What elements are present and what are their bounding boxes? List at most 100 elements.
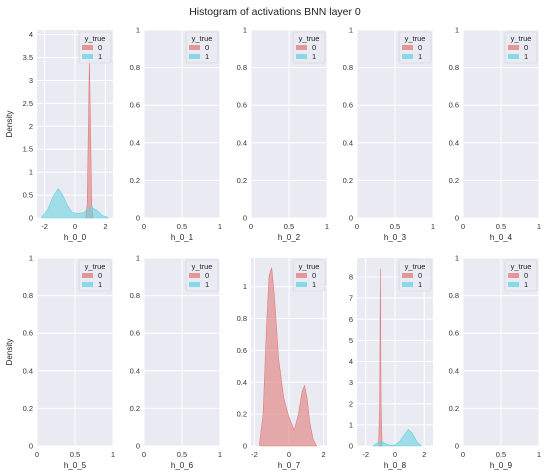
- y-tick-label: 0.2: [23, 404, 33, 413]
- y-tick-label: 4: [349, 357, 353, 366]
- subplot-h-0-0: -2 0 200.511.522.533.54 y_true01h_0_0Densit…: [5, 30, 113, 242]
- legend-entry-1: 1: [312, 280, 316, 289]
- y-tick-label: 0.8: [23, 291, 33, 300]
- density-series-0: [259, 267, 318, 447]
- y-tick-label: 0.4: [130, 138, 140, 147]
- y-tick-label: 2.5: [23, 99, 33, 108]
- x-tick-label: 1: [218, 450, 222, 459]
- legend-swatch-1: [82, 54, 93, 59]
- x-axis-label: h_0_8: [384, 461, 407, 470]
- x-tick-label: 0.5: [177, 450, 187, 459]
- figure-title: Histogram of activations BNN layer 0: [189, 6, 361, 18]
- y-axis-label: Density: [5, 111, 14, 138]
- x-tick-label: 1: [325, 222, 329, 231]
- y-tick-label: 0.6: [343, 101, 353, 110]
- legend-swatch-1: [189, 54, 200, 59]
- x-tick-label: 0: [355, 222, 359, 231]
- legend-entry-0: 0: [312, 43, 316, 52]
- y-tick-label: 0.4: [449, 366, 459, 375]
- y-tick-label: 0.4: [237, 378, 247, 387]
- legend-title: y_true: [405, 34, 426, 43]
- x-tick-label: 0.5: [70, 450, 80, 459]
- y-tick-label: 1: [243, 282, 247, 291]
- x-tick-label: 0: [142, 222, 146, 231]
- legend-title: y_true: [405, 262, 426, 271]
- y-tick-label: 0.2: [130, 176, 140, 185]
- y-tick-label: 0.2: [237, 176, 247, 185]
- y-tick-label: 0.8: [237, 314, 247, 323]
- legend-entry-1: 1: [524, 280, 528, 289]
- x-tick-label: 1: [111, 450, 115, 459]
- legend-swatch-0: [508, 273, 519, 278]
- x-tick-label: 0.5: [284, 222, 294, 231]
- legend-title: y_true: [85, 262, 106, 271]
- y-tick-label: 3: [29, 76, 33, 85]
- y-tick-label: 1: [29, 168, 33, 177]
- y-tick-label: 0.6: [23, 329, 33, 338]
- y-tick-label: 0.6: [237, 346, 247, 355]
- x-tick-label: 0.5: [496, 222, 506, 231]
- legend-swatch-1: [82, 282, 93, 287]
- x-tick-label: 1: [218, 222, 222, 231]
- x-tick-label: 2: [103, 222, 107, 231]
- y-tick-label: 1: [243, 26, 247, 35]
- legend-swatch-0: [402, 273, 413, 278]
- y-tick-label: 0.5: [23, 191, 33, 200]
- x-tick-label: 2: [422, 450, 426, 459]
- y-tick-label: 0.8: [449, 63, 459, 72]
- legend-swatch-0: [402, 45, 413, 50]
- y-tick-label: 1: [349, 26, 353, 35]
- legend-entry-0: 0: [418, 43, 422, 52]
- y-tick-label: 0: [29, 214, 33, 223]
- y-tick-label: 0.4: [130, 366, 140, 375]
- legend-entry-0: 0: [98, 43, 102, 52]
- legend-entry-0: 0: [524, 43, 528, 52]
- x-tick-label: 1: [537, 450, 541, 459]
- legend-swatch-0: [296, 45, 307, 50]
- legend-swatch-0: [82, 45, 93, 50]
- legend-title: y_true: [192, 34, 213, 43]
- x-tick-label: -2: [41, 222, 48, 231]
- legend-swatch-1: [296, 282, 307, 287]
- legend-entry-1: 1: [205, 52, 209, 61]
- y-tick-label: 1: [136, 254, 140, 263]
- x-axis-label: h_0_5: [64, 461, 87, 470]
- legend-title: y_true: [299, 262, 320, 271]
- y-tick-label: 0.2: [449, 404, 459, 413]
- y-tick-label: 0: [349, 214, 353, 223]
- legend-swatch-0: [189, 45, 200, 50]
- legend-entry-1: 1: [524, 52, 528, 61]
- legend-swatch-1: [508, 282, 519, 287]
- x-tick-label: 1: [537, 222, 541, 231]
- legend-entry-0: 0: [524, 271, 528, 280]
- y-tick-label: 0: [29, 442, 33, 451]
- legend-entry-0: 0: [418, 271, 422, 280]
- legend-title: y_true: [511, 262, 532, 271]
- y-tick-label: 0: [243, 442, 247, 451]
- x-axis-label: h_0_2: [278, 233, 301, 242]
- legend-swatch-0: [296, 273, 307, 278]
- x-tick-label: 0: [461, 222, 465, 231]
- x-axis-label: h_0_7: [278, 461, 301, 470]
- y-tick-label: 0.8: [130, 291, 140, 300]
- x-axis-label: h_0_3: [384, 233, 407, 242]
- x-axis-label: h_0_6: [171, 461, 194, 470]
- y-tick-label: 0.8: [237, 63, 247, 72]
- x-tick-label: 0: [142, 450, 146, 459]
- density-series-1: [41, 188, 109, 219]
- y-tick-label: 3.5: [23, 53, 33, 62]
- y-tick-label: 0.6: [237, 101, 247, 110]
- y-tick-label: 0.6: [449, 101, 459, 110]
- y-tick-label: 0.2: [343, 176, 353, 185]
- legend-title: y_true: [192, 262, 213, 271]
- y-tick-label: 1: [349, 420, 353, 429]
- x-tick-label: -2: [362, 450, 369, 459]
- y-tick-label: 1: [136, 26, 140, 35]
